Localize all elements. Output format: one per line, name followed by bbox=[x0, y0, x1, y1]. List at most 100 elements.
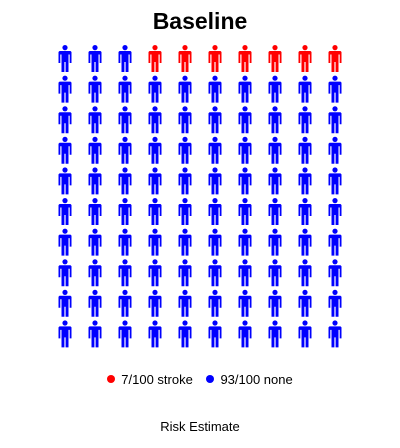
person-icon bbox=[58, 198, 72, 225]
person-icon bbox=[268, 167, 282, 195]
person-icon bbox=[238, 259, 252, 287]
person-icon bbox=[328, 106, 342, 134]
person-icon bbox=[58, 167, 72, 195]
person-icon bbox=[148, 167, 162, 195]
person-icon bbox=[298, 75, 312, 103]
person-icon bbox=[178, 136, 192, 164]
person-icon bbox=[58, 320, 72, 348]
person-icon bbox=[238, 106, 252, 134]
person-icon bbox=[88, 320, 102, 348]
person-icon bbox=[328, 75, 342, 103]
person-icon bbox=[268, 198, 282, 225]
person-icon bbox=[208, 106, 222, 134]
person-icon bbox=[298, 320, 312, 348]
person-icon bbox=[118, 289, 132, 317]
person-icon bbox=[58, 75, 72, 103]
person-icon bbox=[148, 228, 162, 256]
legend-item-stroke: 7/100 stroke bbox=[107, 372, 193, 387]
person-icon bbox=[268, 289, 282, 317]
person-icon bbox=[148, 75, 162, 103]
person-icon bbox=[118, 106, 132, 134]
person-icon bbox=[58, 45, 72, 72]
person-icon bbox=[328, 45, 342, 72]
person-icon bbox=[118, 198, 132, 225]
person-icon bbox=[208, 289, 222, 317]
legend-label-stroke: 7/100 stroke bbox=[121, 372, 193, 387]
person-icon bbox=[328, 289, 342, 317]
person-icon bbox=[88, 106, 102, 134]
legend-label-none: 93/100 none bbox=[220, 372, 293, 387]
person-icon bbox=[88, 167, 102, 195]
person-icon bbox=[268, 320, 282, 348]
person-icon bbox=[148, 289, 162, 317]
person-icon bbox=[178, 106, 192, 134]
person-icon bbox=[208, 167, 222, 195]
person-icon bbox=[88, 136, 102, 164]
person-icon bbox=[118, 45, 132, 72]
person-icon bbox=[178, 75, 192, 103]
person-icon bbox=[298, 136, 312, 164]
person-icon bbox=[238, 198, 252, 225]
person-icon bbox=[88, 228, 102, 256]
person-icon bbox=[118, 167, 132, 195]
person-icon bbox=[178, 167, 192, 195]
legend: 7/100 stroke 93/100 none bbox=[0, 372, 400, 387]
person-icon bbox=[58, 106, 72, 134]
person-icon bbox=[268, 228, 282, 256]
person-icon bbox=[268, 106, 282, 134]
person-icon bbox=[298, 198, 312, 225]
person-icon bbox=[298, 106, 312, 134]
person-icon bbox=[148, 198, 162, 225]
person-icon bbox=[88, 259, 102, 287]
person-icon bbox=[268, 75, 282, 103]
person-icon bbox=[118, 320, 132, 348]
person-icon bbox=[328, 198, 342, 225]
person-icon bbox=[88, 289, 102, 317]
person-icon bbox=[118, 259, 132, 287]
person-icon bbox=[238, 136, 252, 164]
person-icon bbox=[328, 136, 342, 164]
person-icon bbox=[178, 228, 192, 256]
person-icon bbox=[178, 45, 192, 72]
person-icon bbox=[58, 136, 72, 164]
person-icon bbox=[148, 259, 162, 287]
person-icon bbox=[118, 228, 132, 256]
person-icon bbox=[148, 106, 162, 134]
person-icon bbox=[208, 228, 222, 256]
person-icon bbox=[208, 136, 222, 164]
person-icon bbox=[268, 259, 282, 287]
legend-marker-stroke bbox=[107, 375, 116, 383]
chart-title: Baseline bbox=[152, 8, 248, 34]
person-icon bbox=[148, 136, 162, 164]
person-icon bbox=[328, 320, 342, 348]
person-icon bbox=[238, 75, 252, 103]
person-icon bbox=[88, 45, 102, 72]
person-icon bbox=[178, 259, 192, 287]
person-icon bbox=[88, 75, 102, 103]
person-icon bbox=[238, 45, 252, 72]
person-icon bbox=[238, 320, 252, 348]
person-icon bbox=[118, 75, 132, 103]
person-icon bbox=[58, 259, 72, 287]
person-icon bbox=[178, 289, 192, 317]
person-icon bbox=[208, 320, 222, 348]
person-icon bbox=[58, 228, 72, 256]
person-icon bbox=[238, 167, 252, 195]
person-icon bbox=[178, 320, 192, 348]
person-icon bbox=[208, 198, 222, 225]
person-icon bbox=[178, 198, 192, 225]
person-icon bbox=[148, 320, 162, 348]
person-icon bbox=[298, 289, 312, 317]
legend-item-none: 93/100 none bbox=[206, 372, 293, 387]
person-icon bbox=[298, 167, 312, 195]
person-icon bbox=[268, 136, 282, 164]
person-icon bbox=[328, 228, 342, 256]
legend-marker-none bbox=[206, 375, 215, 383]
person-icon bbox=[208, 75, 222, 103]
person-icon bbox=[58, 289, 72, 317]
person-icon bbox=[238, 289, 252, 317]
person-icon bbox=[148, 45, 162, 72]
person-icon bbox=[328, 259, 342, 287]
person-icon bbox=[298, 45, 312, 72]
